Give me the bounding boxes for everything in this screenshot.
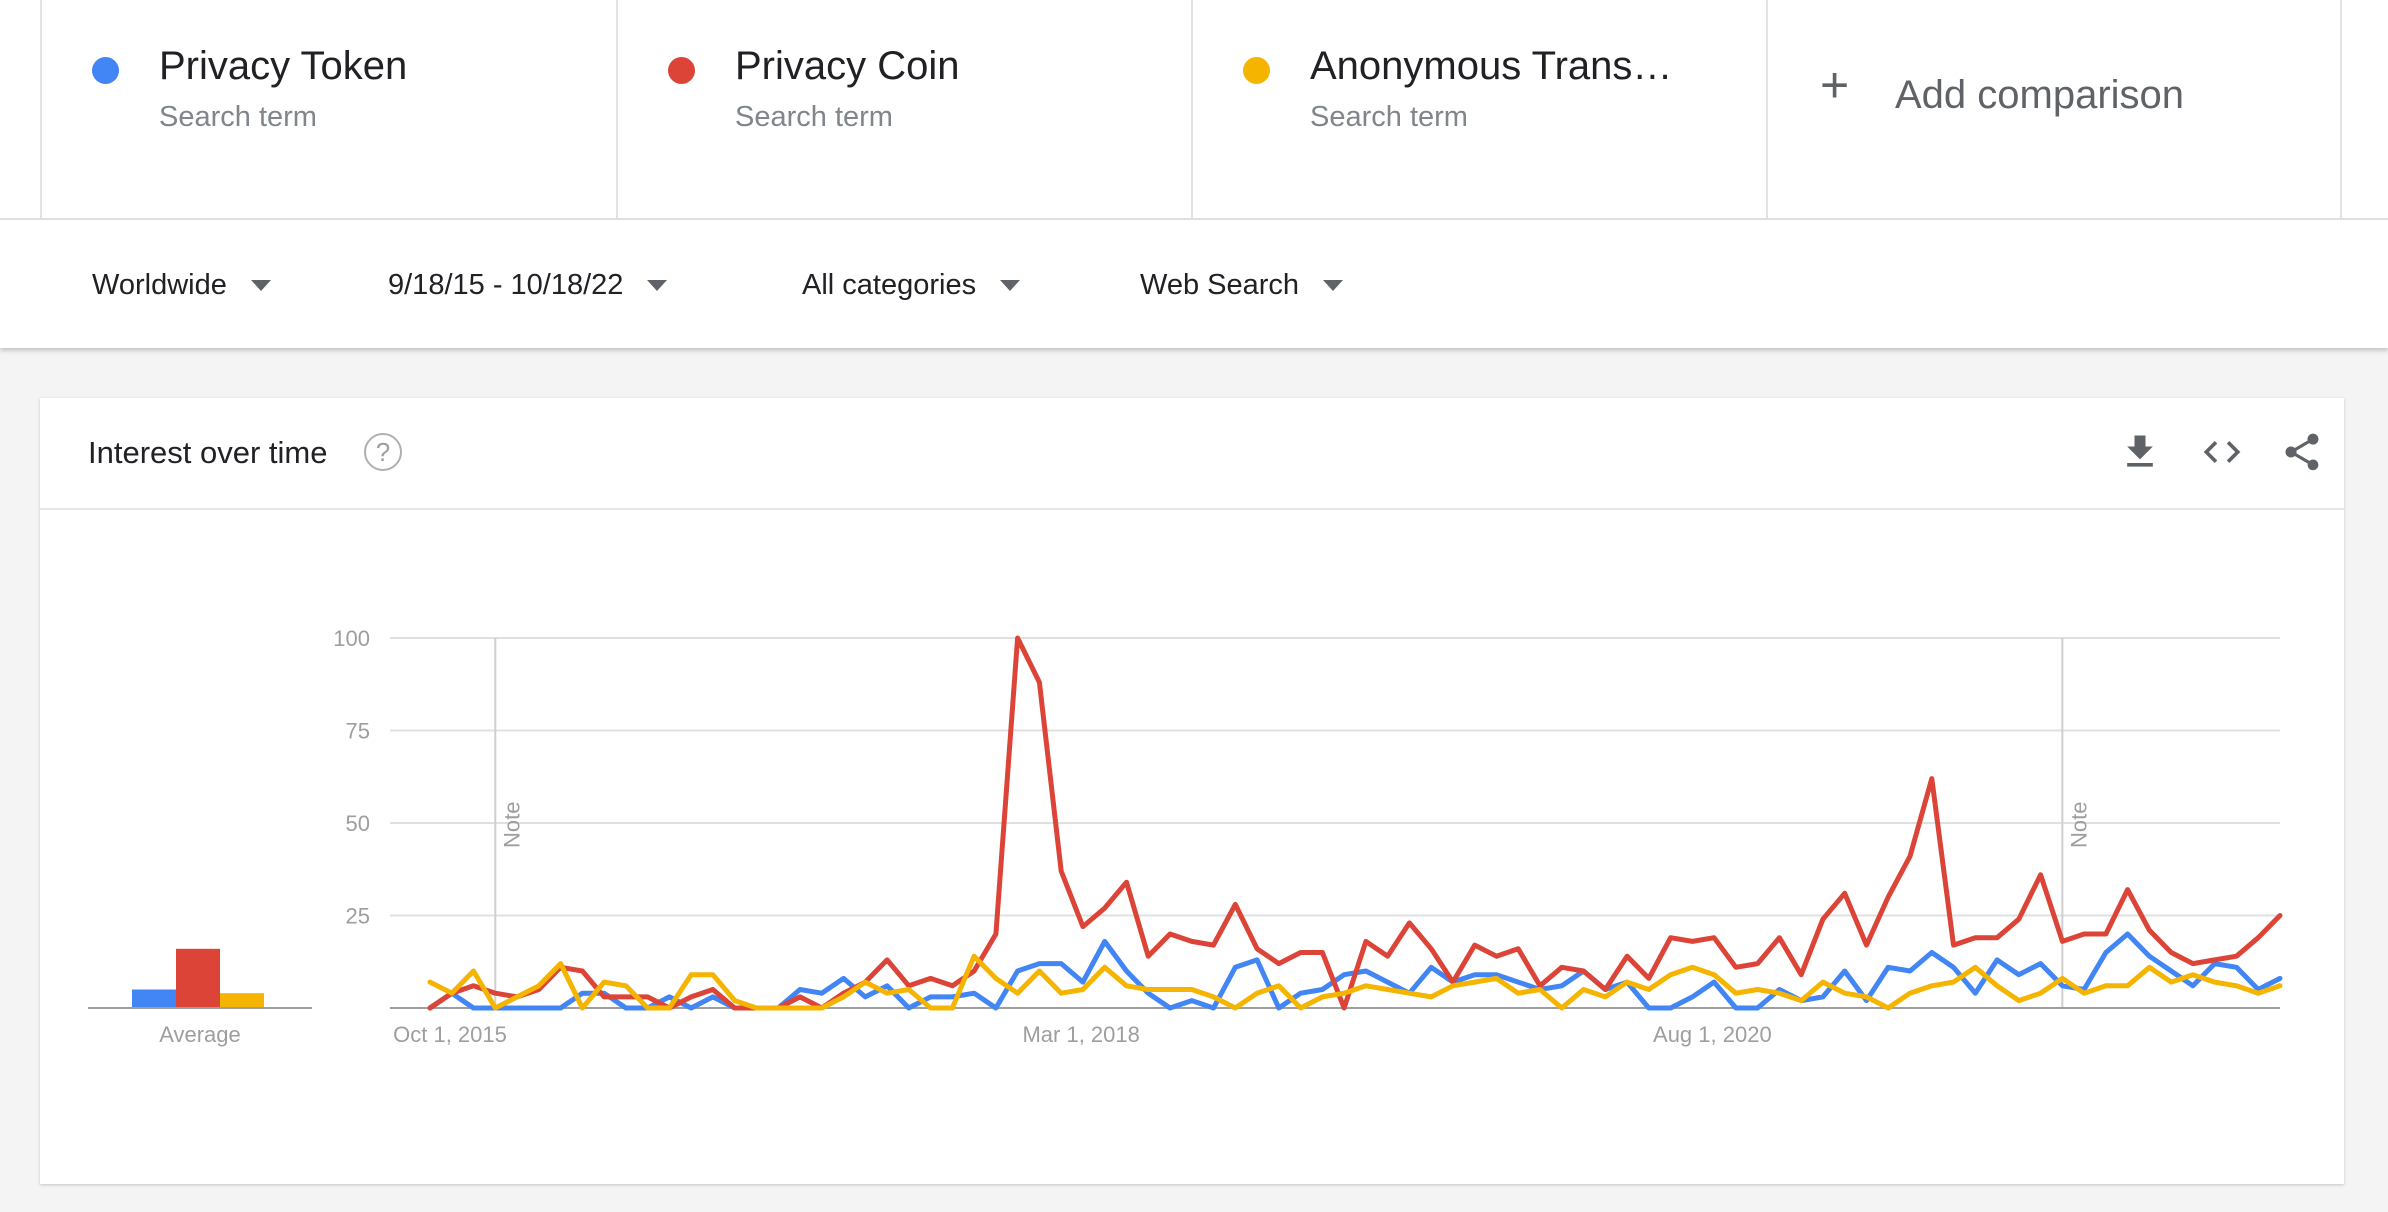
term-name[interactable]: Privacy Coin xyxy=(735,44,960,88)
chevron-down-icon xyxy=(1000,279,1021,291)
add-comparison-button[interactable]: + Add comparison xyxy=(1766,0,2342,218)
search-type-dropdown[interactable]: Web Search xyxy=(1140,264,1344,306)
term-subtitle: Search term xyxy=(159,101,317,133)
search-type-value: Web Search xyxy=(1140,268,1300,301)
widget-title: Interest over time xyxy=(88,435,328,470)
widget-header: Interest over time ? xyxy=(40,398,2344,510)
term-name[interactable]: Anonymous Trans… xyxy=(1310,44,1673,88)
chevron-down-icon xyxy=(250,279,271,291)
y-tick-label: 25 xyxy=(346,904,370,929)
region-dropdown[interactable]: Worldwide xyxy=(92,264,271,306)
category-value: All categories xyxy=(802,268,977,301)
y-tick-label: 75 xyxy=(346,719,370,744)
download-icon[interactable] xyxy=(2118,430,2162,474)
series-color-dot xyxy=(92,57,119,84)
filter-bar: Worldwide 9/18/15 - 10/18/22 All categor… xyxy=(0,220,2388,348)
x-tick-label: Aug 1, 2020 xyxy=(1653,1022,1772,1047)
plus-icon: + xyxy=(1820,57,1850,113)
series-line xyxy=(427,635,2283,1011)
share-icon[interactable] xyxy=(2280,430,2324,474)
chevron-down-icon xyxy=(647,279,668,291)
average-bar xyxy=(132,989,176,1008)
x-tick-label: Oct 1, 2015 xyxy=(393,1022,507,1047)
series-color-dot xyxy=(1243,57,1270,84)
date-range-value: 9/18/15 - 10/18/22 xyxy=(388,268,624,301)
series-color-dot xyxy=(668,57,695,84)
y-tick-label: 100 xyxy=(333,626,370,651)
y-tick-label: 50 xyxy=(346,811,370,836)
category-dropdown[interactable]: All categories xyxy=(802,264,1021,306)
chevron-down-icon xyxy=(1323,279,1344,291)
average-label: Average xyxy=(159,1022,241,1047)
average-bar xyxy=(176,948,220,1008)
term-subtitle: Search term xyxy=(735,101,893,133)
x-tick-label: Mar 1, 2018 xyxy=(1022,1022,1139,1047)
series-line xyxy=(427,953,2283,1011)
interest-over-time-widget: Interest over time ? 100 75 50 25 Note Note Oc… xyxy=(40,398,2344,1184)
region-value: Worldwide xyxy=(92,268,227,301)
embed-code-icon[interactable] xyxy=(2200,430,2244,474)
add-comparison-label: Add comparison xyxy=(1895,73,2185,117)
average-bar xyxy=(220,993,264,1008)
date-range-dropdown[interactable]: 9/18/15 - 10/18/22 xyxy=(388,264,668,306)
help-icon[interactable]: ? xyxy=(364,433,402,471)
term-card-3[interactable]: Anonymous Trans… Search term xyxy=(1191,0,1766,218)
interest-chart: 100 75 50 25 Note Note Oct 1, 2015 Mar 1, 2018 A… xyxy=(88,626,2283,1047)
term-subtitle: Search term xyxy=(1310,101,1468,133)
note-label: Note xyxy=(499,802,524,848)
term-name[interactable]: Privacy Token xyxy=(159,44,408,88)
note-label: Note xyxy=(2066,802,2091,848)
term-card-2[interactable]: Privacy Coin Search term xyxy=(616,0,1191,218)
compare-bar: Privacy Token Search term Privacy Coin S… xyxy=(0,0,2388,220)
term-card-1[interactable]: Privacy Token Search term xyxy=(40,0,616,218)
